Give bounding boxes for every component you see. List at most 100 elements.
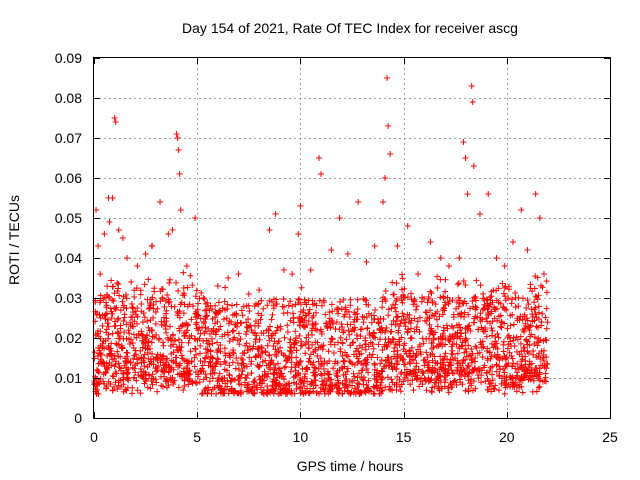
scatter-point <box>229 328 236 335</box>
scatter-point <box>480 305 487 312</box>
scatter-point <box>512 379 519 386</box>
scatter-point <box>488 353 495 360</box>
scatter-point <box>237 335 244 342</box>
scatter-point <box>339 340 346 347</box>
scatter-point <box>194 373 201 380</box>
scatter-point <box>203 313 210 320</box>
scatter-point <box>437 276 444 283</box>
scatter-point <box>508 343 515 350</box>
scatter-point <box>536 371 543 378</box>
scatter-point <box>135 332 142 339</box>
scatter-point <box>244 324 251 331</box>
scatter-point <box>228 385 235 392</box>
scatter-point <box>460 277 467 284</box>
scatter-point <box>326 388 333 395</box>
scatter-point <box>326 371 333 378</box>
scatter-point <box>188 316 195 323</box>
scatter-point <box>194 300 201 307</box>
scatter-point <box>260 390 267 397</box>
scatter-point <box>111 352 118 359</box>
scatter-point <box>444 294 451 301</box>
plot-frame <box>93 57 611 419</box>
scatter-point <box>200 376 207 383</box>
scatter-point <box>542 378 549 385</box>
scatter-point <box>420 369 427 376</box>
scatter-point <box>345 327 352 334</box>
scatter-point <box>284 329 291 336</box>
scatter-point <box>122 358 129 365</box>
scatter-point <box>450 324 457 331</box>
scatter-point <box>235 330 242 337</box>
scatter-point <box>385 312 392 319</box>
scatter-point <box>510 334 517 341</box>
scatter-point <box>243 363 250 370</box>
scatter-point <box>161 368 168 375</box>
scatter-point <box>277 323 284 330</box>
scatter-point <box>328 317 335 324</box>
scatter-point <box>274 324 281 331</box>
scatter-point <box>362 389 369 396</box>
scatter-point <box>521 311 528 318</box>
scatter-point <box>533 388 540 395</box>
scatter-point <box>388 321 395 328</box>
scatter-point <box>103 384 110 391</box>
scatter-point <box>126 330 133 337</box>
scatter-point <box>132 369 139 376</box>
scatter-point <box>478 324 485 331</box>
scatter-point <box>351 385 358 392</box>
scatter-point <box>251 329 258 336</box>
scatter-point <box>499 280 506 287</box>
scatter-point <box>186 367 193 374</box>
scatter-point <box>94 310 101 317</box>
scatter-point <box>309 325 316 332</box>
scatter-point <box>415 271 422 277</box>
scatter-point <box>176 362 183 369</box>
scatter-point <box>116 364 123 371</box>
scatter-point <box>153 379 160 386</box>
scatter-point <box>161 321 168 328</box>
scatter-point <box>389 279 396 286</box>
scatter-point <box>355 199 362 205</box>
scatter-point <box>503 307 510 314</box>
scatter-point <box>460 356 467 363</box>
scatter-point <box>177 347 184 354</box>
scatter-point <box>273 327 280 334</box>
scatter-point <box>166 279 173 286</box>
scatter-point <box>275 338 282 345</box>
scatter-point <box>193 287 200 294</box>
scatter-point <box>322 311 329 318</box>
scatter-point <box>279 303 286 310</box>
scatter-point <box>238 389 245 396</box>
scatter-point <box>152 309 159 316</box>
scatter-point <box>319 346 326 353</box>
scatter-point <box>312 382 319 389</box>
scatter-point <box>267 360 274 367</box>
scatter-point <box>166 298 173 305</box>
scatter-point <box>470 378 477 385</box>
scatter-point <box>514 336 521 343</box>
scatter-point <box>95 344 102 351</box>
scatter-point <box>219 333 226 340</box>
scatter-point <box>225 275 232 281</box>
scatter-point <box>468 83 475 89</box>
scatter-point <box>412 369 419 376</box>
scatter-point <box>305 338 312 345</box>
scatter-point <box>415 366 422 373</box>
scatter-point <box>124 375 131 382</box>
scatter-point <box>112 379 119 386</box>
scatter-point <box>374 354 381 361</box>
scatter-point <box>255 352 262 359</box>
scatter-point <box>340 329 347 336</box>
scatter-point <box>507 322 514 329</box>
scatter-point <box>360 377 367 384</box>
scatter-point <box>297 301 304 308</box>
scatter-point <box>457 327 464 334</box>
scatter-point <box>238 355 245 362</box>
scatter-point <box>131 293 138 300</box>
scatter-point <box>420 340 427 347</box>
scatter-point <box>214 356 221 363</box>
scatter-point <box>213 310 220 317</box>
scatter-point <box>292 328 299 335</box>
scatter-point <box>96 347 103 354</box>
scatter-point <box>512 365 519 372</box>
